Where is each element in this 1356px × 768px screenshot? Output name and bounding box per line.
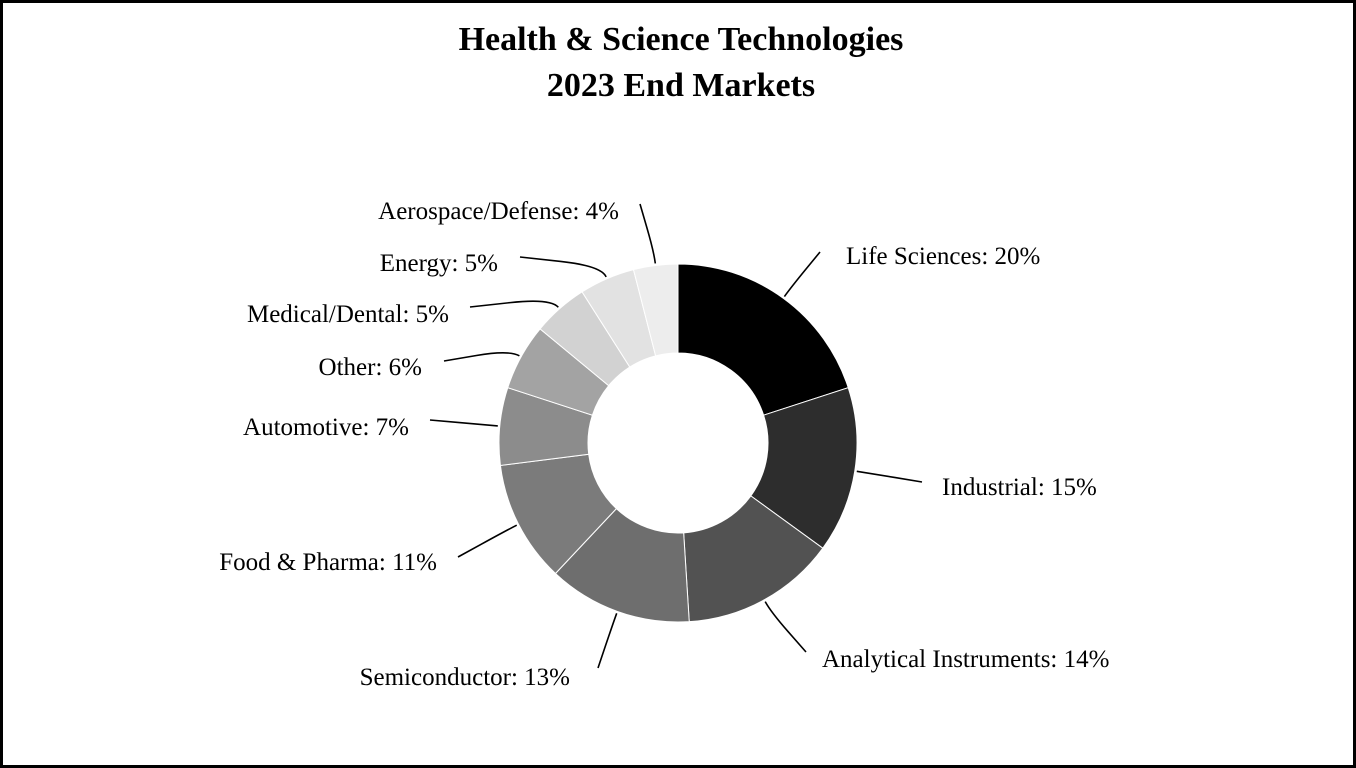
label-industrial: Industrial: 15% bbox=[942, 474, 1097, 501]
leader-line-other bbox=[443, 352, 520, 362]
label-semiconductor: Semiconductor: 13% bbox=[360, 664, 570, 691]
label-automotive: Automotive: 7% bbox=[243, 414, 409, 441]
label-life-sciences: Life Sciences: 20% bbox=[846, 243, 1040, 270]
label-aerospace-defense: Aerospace/Defense: 4% bbox=[378, 198, 619, 225]
chart-title-line-2: 2023 End Markets bbox=[546, 67, 816, 104]
leader-line-medical-dental bbox=[469, 300, 559, 308]
leader-line-aerospace-defense bbox=[639, 203, 657, 264]
leader-line-industrial bbox=[856, 470, 923, 483]
leader-line-energy bbox=[519, 256, 607, 278]
donut-slices bbox=[498, 263, 858, 623]
label-analytical-instruments: Analytical Instruments: 14% bbox=[822, 646, 1109, 673]
leader-line-analytical-instruments bbox=[764, 601, 807, 653]
chart-title: Health & Science Technologies 2023 End M… bbox=[3, 17, 1356, 109]
leader-line-automotive bbox=[429, 419, 498, 427]
slice-industrial bbox=[750, 387, 858, 549]
leader-line-food-pharma bbox=[457, 524, 518, 558]
label-medical-dental: Medical/Dental: 5% bbox=[247, 301, 449, 328]
leader-line-semiconductor bbox=[597, 613, 618, 669]
label-other: Other: 6% bbox=[319, 354, 422, 381]
label-energy: Energy: 5% bbox=[380, 250, 498, 277]
label-food-pharma: Food & Pharma: 11% bbox=[219, 549, 437, 576]
slice-labels: Life Sciences: 20% Industrial: 15% Analyti… bbox=[219, 198, 1109, 691]
leader-lines bbox=[429, 203, 923, 669]
chart-title-line-1: Health & Science Technologies bbox=[458, 21, 904, 58]
slice-life-sciences bbox=[677, 263, 849, 416]
leader-line-life-sciences bbox=[783, 251, 821, 298]
slice-aerospace-defense bbox=[632, 263, 679, 357]
